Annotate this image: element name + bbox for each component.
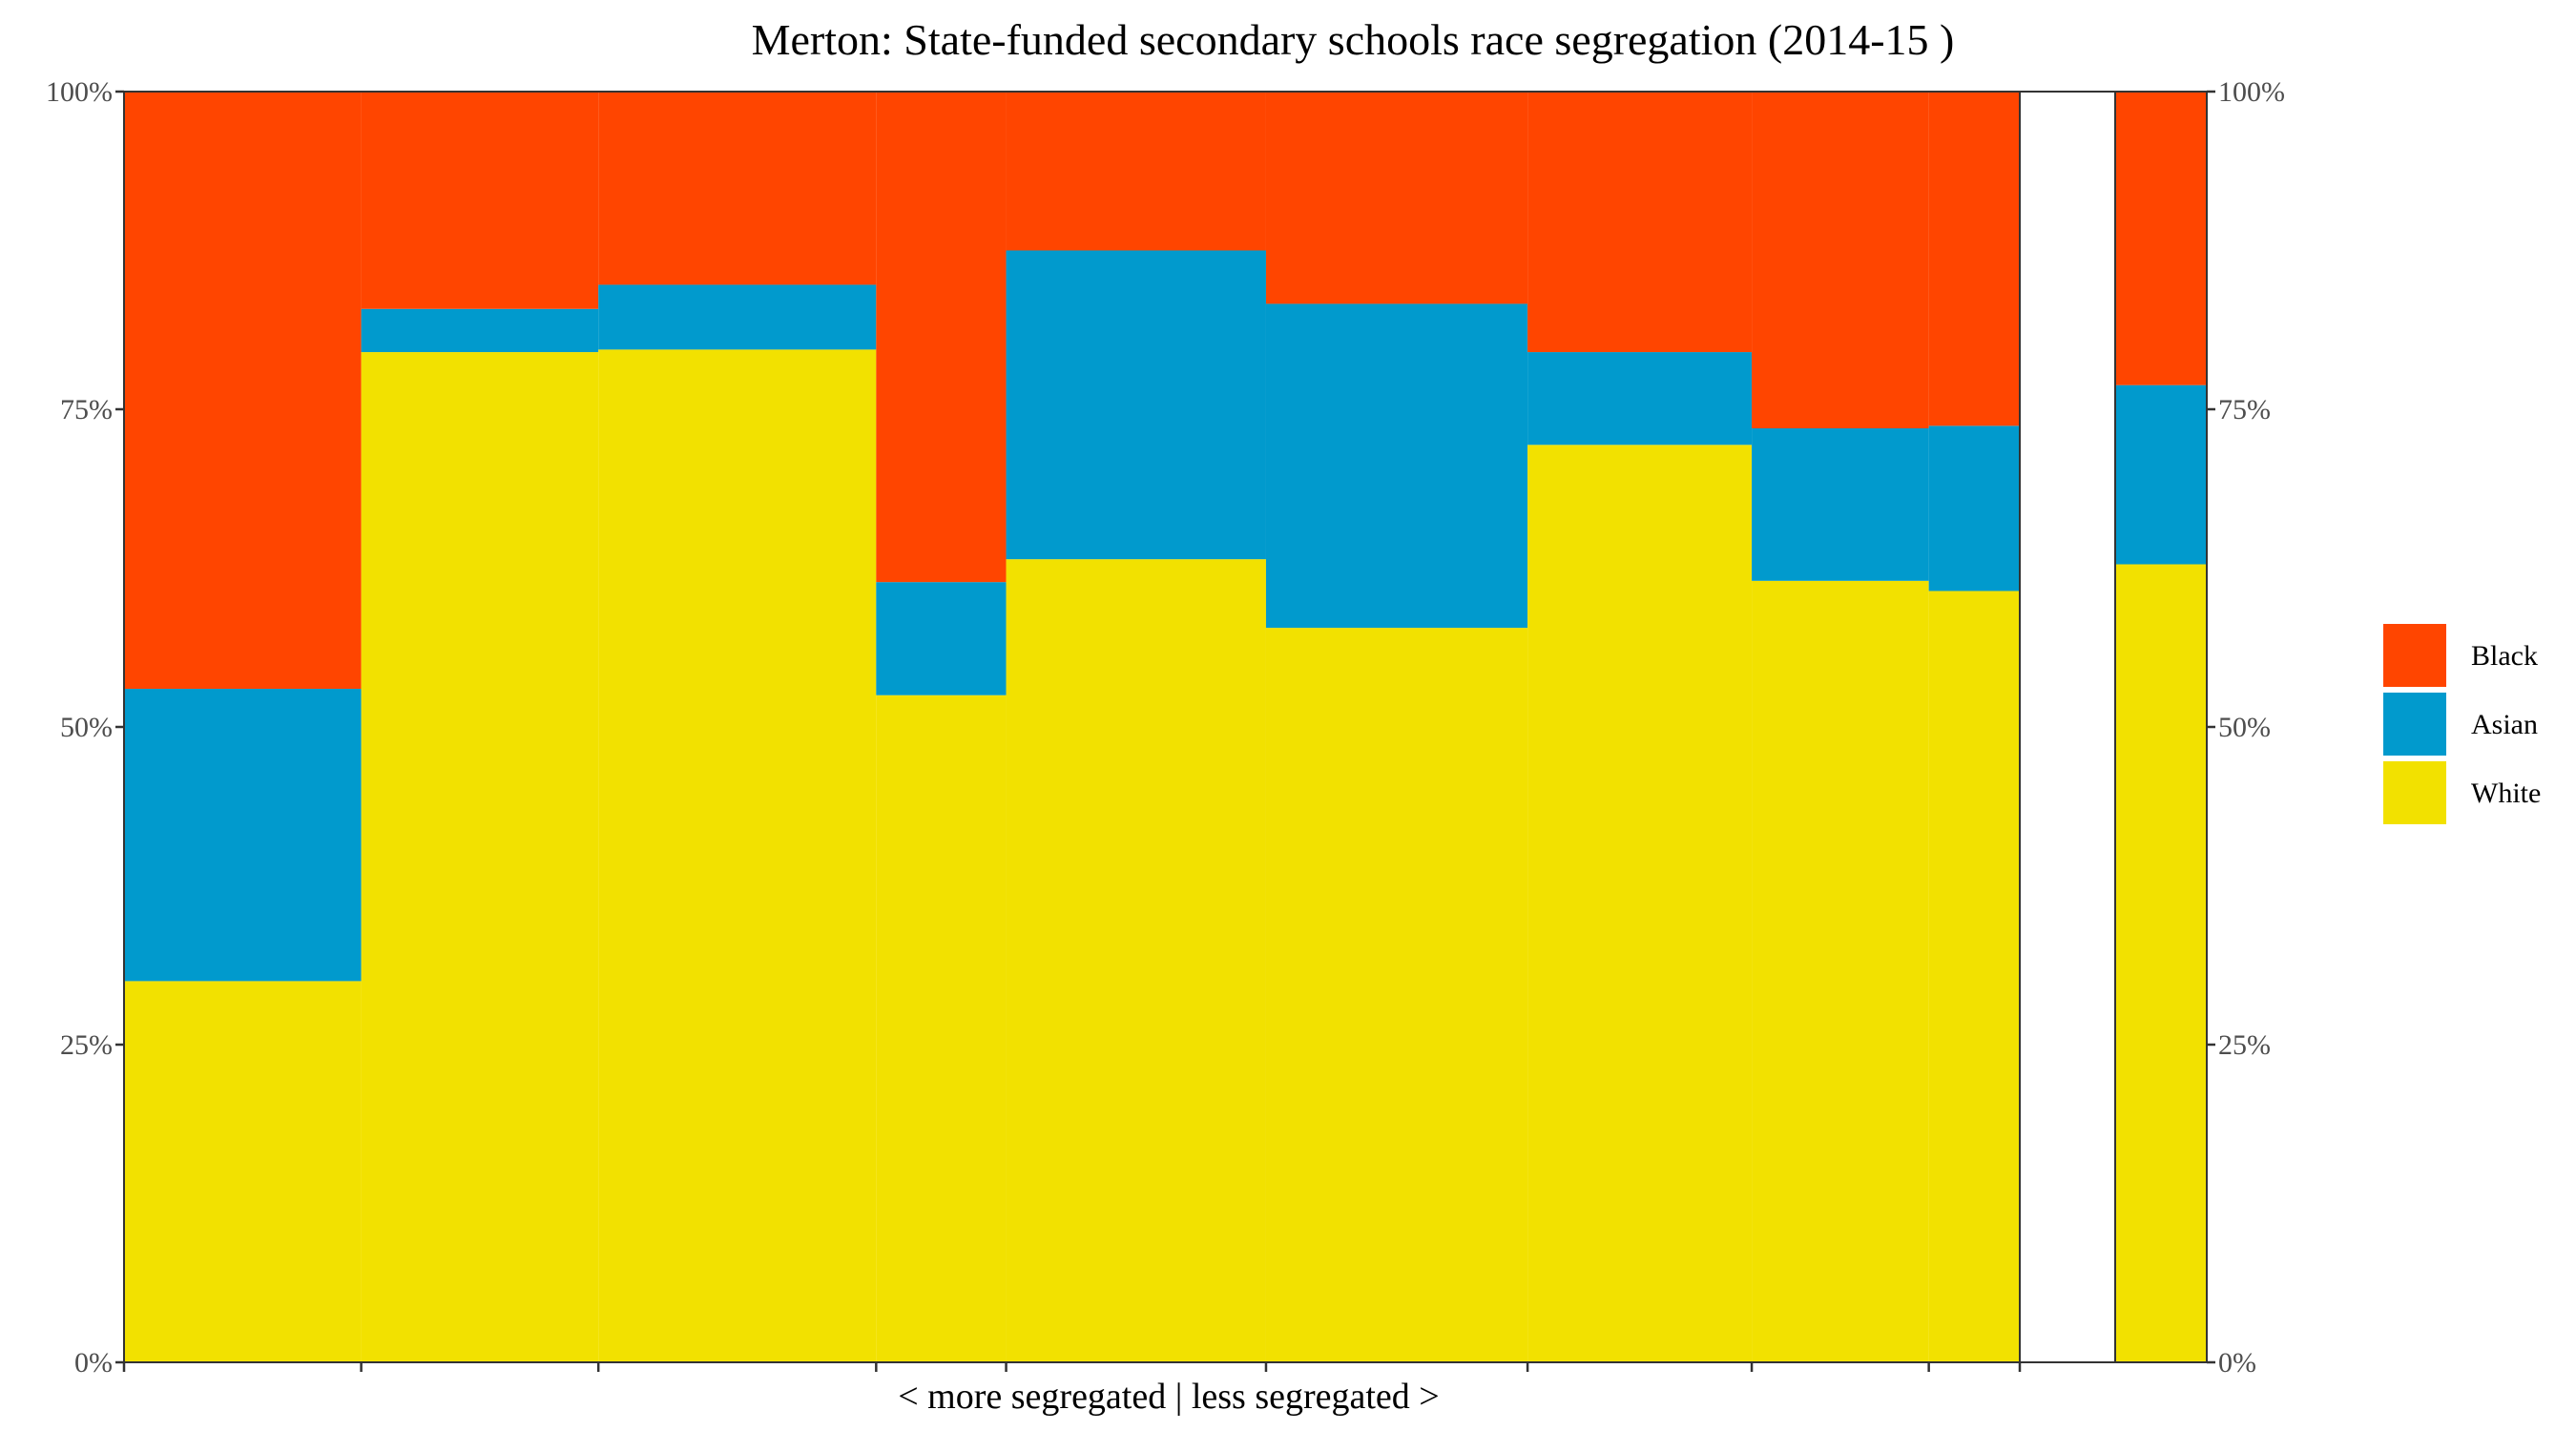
y-tick-label-left: 0% [74,1347,113,1379]
school-5-white-segment [1006,559,1266,1362]
school-9-black-segment [1928,92,2020,426]
overall-black-segment [2115,92,2207,385]
school-5-black-segment [1006,92,1266,251]
y-tick-label-left: 50% [60,712,113,743]
school-4-asian-segment [876,582,1007,695]
school-2-asian-segment [361,308,599,353]
school-8-black-segment [1752,92,1929,428]
y-tick-label-left: 75% [60,394,113,425]
school-7-white-segment [1527,445,1753,1362]
legend-swatch-black [2383,624,2446,687]
school-1-black-segment [124,92,362,690]
legend-label-black: Black [2471,640,2538,672]
school-1-asian-segment [124,689,362,982]
school-2-white-segment [361,352,599,1362]
y-tick-label-right: 100% [2218,76,2285,108]
overall-white-segment [2115,564,2207,1362]
school-8-asian-segment [1752,427,1929,581]
chart-title: Merton: State-funded secondary schools r… [752,15,1955,64]
y-tick-label-right: 25% [2218,1029,2271,1061]
school-7-black-segment [1527,92,1753,353]
school-3-white-segment [598,349,877,1362]
bars [124,92,2207,1362]
school-3-asian-segment [598,284,877,350]
y-tick-label-right: 50% [2218,712,2271,743]
y-tick-label-left: 100% [46,76,113,108]
x-axis-ticks [122,1362,2022,1372]
legend: Black Asian White [2383,624,2541,824]
school-4-white-segment [876,695,1007,1362]
y-tick-label-left: 25% [60,1029,113,1061]
legend-label-asian: Asian [2471,709,2538,740]
legend-swatch-asian [2383,693,2446,756]
school-3-black-segment [598,92,877,285]
y-tick-label-right: 0% [2218,1347,2256,1379]
school-1-white-segment [124,981,362,1362]
school-7-asian-segment [1527,352,1753,446]
school-8-white-segment [1752,580,1929,1362]
school-6-black-segment [1265,92,1528,304]
school-5-asian-segment [1006,250,1266,560]
x-axis-label: < more segregated | less segregated > [898,1377,1439,1417]
school-6-white-segment [1265,628,1528,1362]
school-6-asian-segment [1265,303,1528,629]
legend-label-white: White [2471,778,2541,809]
school-9-asian-segment [1928,425,2020,591]
y-tick-label-right: 75% [2218,394,2271,425]
legend-swatch-white [2383,761,2446,824]
school-4-black-segment [876,92,1007,583]
school-9-white-segment [1928,591,2020,1362]
school-2-black-segment [361,92,599,309]
overall-asian-segment [2115,384,2207,565]
y-axis-ticks: 0% 0% 25% 25% 50% 50% 75% 75% 100% 100% [46,76,2285,1379]
